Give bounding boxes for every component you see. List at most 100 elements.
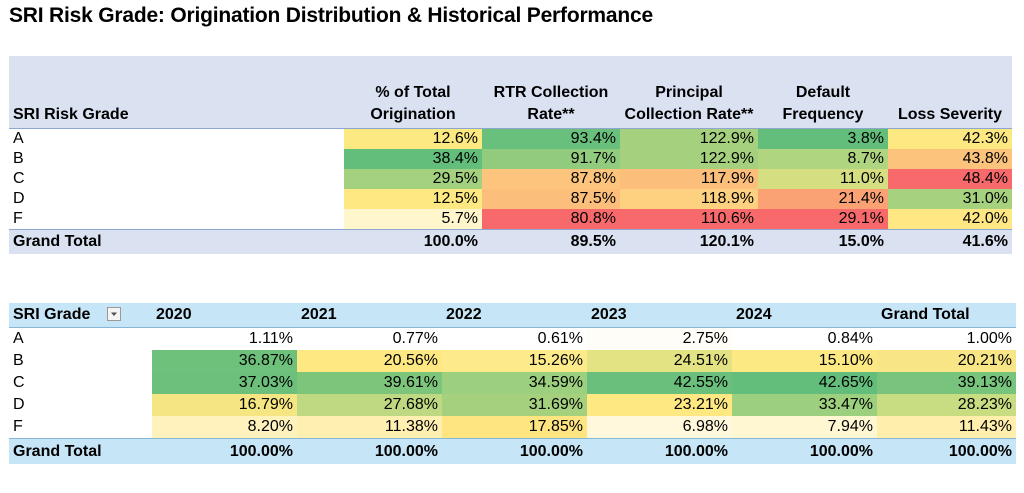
table-cell[interactable]: 38.4% — [344, 149, 482, 169]
table-cell[interactable]: 28.23% — [877, 394, 1016, 416]
table-cell[interactable]: 8.20% — [152, 416, 297, 439]
table-cell[interactable]: 87.5% — [482, 189, 620, 209]
table-cell[interactable]: 15.26% — [442, 350, 587, 372]
table-cell[interactable]: 31.69% — [442, 394, 587, 416]
grand-total-row: Grand Total 100.00% 100.00% 100.00% 100.… — [9, 438, 1016, 464]
table-cell[interactable]: 29.5% — [344, 169, 482, 189]
table-cell[interactable]: 48.4% — [888, 169, 1012, 189]
table-cell[interactable]: 12.6% — [344, 128, 482, 149]
table-cell[interactable]: 39.13% — [877, 372, 1016, 394]
table-cell[interactable]: 42.0% — [888, 209, 1012, 230]
table-cell[interactable]: 16.79% — [152, 394, 297, 416]
column-header[interactable]: SRI Grade — [9, 303, 152, 328]
table-cell[interactable]: 8.7% — [758, 149, 888, 169]
grand-total-row: Grand Total 100.0% 89.5% 120.1% 15.0% 41… — [9, 229, 1012, 254]
row-label: A — [9, 128, 344, 149]
table-cell[interactable]: 118.9% — [620, 189, 758, 209]
table-cell[interactable]: 34.59% — [442, 372, 587, 394]
table-cell[interactable]: 11.0% — [758, 169, 888, 189]
table-cell[interactable]: 122.9% — [620, 128, 758, 149]
table-cell[interactable]: 2.75% — [587, 327, 732, 350]
row-label: B — [9, 350, 152, 372]
table-header-row: SRI Grade 2020 2021 2022 2023 2024 Grand… — [9, 303, 1016, 328]
table-cell[interactable]: 15.0% — [758, 229, 888, 254]
column-header[interactable]: Loss Severity — [888, 56, 1012, 129]
table-cell[interactable]: 7.94% — [732, 416, 877, 439]
table-cell[interactable]: 80.8% — [482, 209, 620, 230]
row-label: B — [9, 149, 344, 169]
table-cell[interactable]: 12.5% — [344, 189, 482, 209]
table-cell[interactable]: 23.21% — [587, 394, 732, 416]
table-cell[interactable]: 41.6% — [888, 229, 1012, 254]
table-cell[interactable]: 3.8% — [758, 128, 888, 149]
table-header-row: SRI Risk Grade % of Total Origination RT… — [9, 56, 1012, 129]
risk-grade-performance-table: SRI Risk Grade % of Total Origination RT… — [9, 56, 1012, 254]
table-cell[interactable]: 43.8% — [888, 149, 1012, 169]
table-row: B 38.4% 91.7% 122.9% 8.7% 43.8% — [9, 149, 1012, 169]
row-label: F — [9, 416, 152, 439]
column-header[interactable]: Principal Collection Rate** — [620, 56, 758, 129]
table-cell[interactable]: 117.9% — [620, 169, 758, 189]
table-row: A 1.11% 0.77% 0.61% 2.75% 0.84% 1.00% — [9, 327, 1016, 350]
grade-by-year-table: SRI Grade 2020 2021 2022 2023 2024 Grand… — [9, 303, 1016, 464]
table-cell[interactable]: 93.4% — [482, 128, 620, 149]
table-cell[interactable]: 100.00% — [442, 438, 587, 464]
table-cell[interactable]: 17.85% — [442, 416, 587, 439]
table-cell[interactable]: 11.38% — [297, 416, 442, 439]
table-cell[interactable]: 0.84% — [732, 327, 877, 350]
column-header[interactable]: Default Frequency — [758, 56, 888, 129]
table-cell[interactable]: 36.87% — [152, 350, 297, 372]
table-cell[interactable]: 42.65% — [732, 372, 877, 394]
table-cell[interactable]: 0.77% — [297, 327, 442, 350]
column-header[interactable]: SRI Risk Grade — [9, 56, 344, 129]
table-cell[interactable]: 24.51% — [587, 350, 732, 372]
table-cell[interactable]: 91.7% — [482, 149, 620, 169]
row-label: Grand Total — [9, 438, 152, 464]
row-label: D — [9, 394, 152, 416]
table-cell[interactable]: 27.68% — [297, 394, 442, 416]
table-cell[interactable]: 21.4% — [758, 189, 888, 209]
table-cell[interactable]: 15.10% — [732, 350, 877, 372]
table-cell[interactable]: 100.0% — [344, 229, 482, 254]
table-cell[interactable]: 89.5% — [482, 229, 620, 254]
table-row: C 29.5% 87.8% 117.9% 11.0% 48.4% — [9, 169, 1012, 189]
table-cell[interactable]: 5.7% — [344, 209, 482, 230]
table-cell[interactable]: 6.98% — [587, 416, 732, 439]
table-cell[interactable]: 33.47% — [732, 394, 877, 416]
table-cell[interactable]: 122.9% — [620, 149, 758, 169]
table-cell[interactable]: 11.43% — [877, 416, 1016, 439]
table-cell[interactable]: 100.00% — [732, 438, 877, 464]
column-header-label: SRI Grade — [13, 306, 91, 323]
table-cell[interactable]: 42.3% — [888, 128, 1012, 149]
table-cell[interactable]: 39.61% — [297, 372, 442, 394]
table-cell[interactable]: 87.8% — [482, 169, 620, 189]
table-cell[interactable]: 42.55% — [587, 372, 732, 394]
table-cell[interactable]: 0.61% — [442, 327, 587, 350]
column-header[interactable]: 2024 — [732, 303, 877, 328]
column-header[interactable]: 2021 — [297, 303, 442, 328]
table-cell[interactable]: 110.6% — [620, 209, 758, 230]
table-cell[interactable]: 100.00% — [152, 438, 297, 464]
table-row: B 36.87% 20.56% 15.26% 24.51% 15.10% 20.21% — [9, 350, 1016, 372]
table-cell[interactable]: 1.11% — [152, 327, 297, 350]
table-cell[interactable]: 31.0% — [888, 189, 1012, 209]
table-cell[interactable]: 37.03% — [152, 372, 297, 394]
column-header[interactable]: 2023 — [587, 303, 732, 328]
column-header[interactable]: % of Total Origination — [344, 56, 482, 129]
table-cell[interactable]: 100.00% — [587, 438, 732, 464]
row-label: A — [9, 327, 152, 350]
column-header[interactable]: 2020 — [152, 303, 297, 328]
column-header[interactable]: 2022 — [442, 303, 587, 328]
table-cell[interactable]: 120.1% — [620, 229, 758, 254]
table-cell[interactable]: 20.21% — [877, 350, 1016, 372]
row-label: D — [9, 189, 344, 209]
table-cell[interactable]: 20.56% — [297, 350, 442, 372]
table-cell[interactable]: 100.00% — [877, 438, 1016, 464]
table-cell[interactable]: 100.00% — [297, 438, 442, 464]
column-header[interactable]: RTR Collection Rate** — [482, 56, 620, 129]
column-header[interactable]: Grand Total — [877, 303, 1016, 328]
table-row: F 8.20% 11.38% 17.85% 6.98% 7.94% 11.43% — [9, 416, 1016, 439]
table-cell[interactable]: 29.1% — [758, 209, 888, 230]
table-cell[interactable]: 1.00% — [877, 327, 1016, 350]
dropdown-filter-icon[interactable] — [106, 306, 121, 321]
